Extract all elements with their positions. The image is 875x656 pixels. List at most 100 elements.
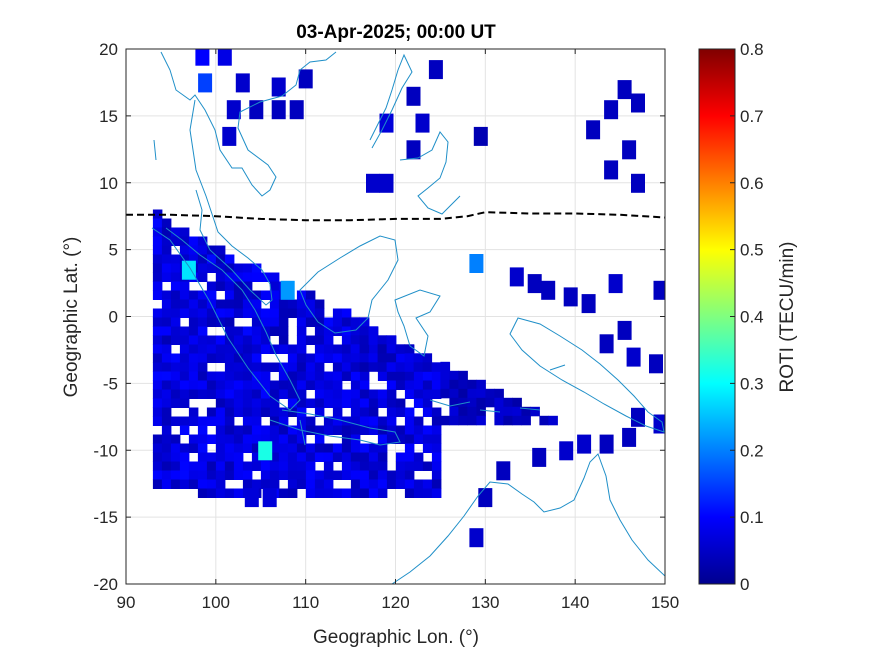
- roti-cell: [233, 299, 244, 309]
- roti-cell: [341, 461, 352, 471]
- roti-cell: [278, 389, 289, 399]
- roti-cell: [152, 281, 163, 291]
- x-tick-label: 90: [117, 593, 136, 612]
- x-tick-label: 140: [561, 593, 589, 612]
- roti-cell: [287, 308, 298, 318]
- roti-cell: [359, 335, 370, 345]
- roti-cell: [473, 126, 488, 146]
- y-tick-label: 15: [99, 107, 118, 126]
- roti-cell: [233, 353, 244, 363]
- roti-cell: [197, 344, 208, 354]
- roti-cell: [332, 470, 343, 480]
- roti-cell: [496, 461, 511, 481]
- roti-cell: [323, 335, 334, 345]
- roti-cell: [440, 379, 450, 390]
- roti-cell: [269, 470, 280, 480]
- roti-cell: [251, 290, 262, 300]
- roti-cell: [161, 416, 172, 426]
- roti-cell: [332, 389, 343, 399]
- roti-cell: [233, 389, 244, 399]
- roti-cell: [215, 443, 226, 453]
- roti-cell: [152, 416, 163, 426]
- roti-cell: [341, 389, 352, 399]
- roti-cell: [179, 398, 190, 408]
- roti-cell: [305, 452, 316, 462]
- roti-cell: [152, 407, 163, 417]
- roti-cell: [152, 443, 163, 453]
- x-tick-label: 150: [651, 593, 679, 612]
- roti-cell: [350, 353, 361, 363]
- roti-cell: [242, 326, 253, 336]
- roti-cell: [206, 389, 217, 399]
- roti-cell: [251, 389, 262, 399]
- roti-cell: [161, 353, 172, 363]
- roti-cell: [359, 416, 370, 426]
- roti-cell: [161, 317, 172, 327]
- roti-cell: [215, 434, 226, 444]
- roti-cell: [206, 281, 217, 291]
- roti-cell: [449, 397, 459, 408]
- roti-cell: [197, 245, 208, 255]
- roti-cell: [368, 389, 379, 399]
- roti-cell: [269, 461, 280, 471]
- roti-cell: [260, 380, 271, 390]
- roti-cell: [332, 443, 343, 453]
- roti-cell: [599, 334, 614, 354]
- roti-cell: [413, 425, 424, 435]
- roti-cell: [332, 353, 343, 363]
- roti-cell: [206, 434, 217, 444]
- roti-cell: [287, 470, 298, 480]
- roti-cell: [242, 380, 253, 390]
- roti-cell: [350, 425, 361, 435]
- roti-cell: [494, 388, 504, 399]
- roti-cell: [395, 344, 406, 354]
- roti-cell: [296, 308, 307, 318]
- y-tick-label: -20: [93, 575, 118, 594]
- roti-cell: [586, 120, 601, 140]
- roti-cell: [287, 488, 298, 498]
- roti-cell: [170, 254, 181, 264]
- roti-cell: [341, 470, 352, 480]
- roti-cell: [233, 290, 244, 300]
- roti-cell: [622, 427, 637, 447]
- roti-cell: [161, 272, 172, 282]
- roti-cell: [269, 452, 280, 462]
- roti-cell: [422, 407, 433, 417]
- roti-cell: [368, 362, 379, 372]
- roti-cell: [296, 371, 307, 381]
- roti-cell: [287, 443, 298, 453]
- roti-cell: [188, 353, 199, 363]
- roti-cell: [181, 260, 196, 280]
- roti-cell: [224, 398, 235, 408]
- roti-cell: [287, 398, 298, 408]
- roti-cell: [215, 470, 226, 480]
- roti-cell: [350, 326, 361, 336]
- roti-cell: [359, 470, 370, 480]
- roti-cell: [377, 389, 388, 399]
- roti-cell: [377, 344, 388, 354]
- roti-cell: [179, 245, 190, 255]
- roti-cell: [195, 49, 210, 66]
- roti-cell: [559, 441, 574, 461]
- roti-cell: [260, 398, 271, 408]
- roti-cell: [305, 308, 316, 318]
- roti-cell: [350, 470, 361, 480]
- chart-title: 03-Apr-2025; 00:00 UT: [296, 22, 496, 43]
- roti-cell: [170, 326, 181, 336]
- roti-cell: [458, 388, 468, 399]
- roti-cell: [314, 479, 325, 489]
- roti-cell: [386, 398, 397, 408]
- roti-cell: [224, 488, 235, 498]
- roti-cell: [431, 425, 442, 435]
- roti-cell: [215, 371, 226, 381]
- roti-cell: [332, 371, 343, 381]
- roti-cell: [386, 371, 397, 381]
- roti-cell: [170, 290, 181, 300]
- roti-cell: [341, 443, 352, 453]
- roti-cell: [314, 362, 325, 372]
- roti-cell: [161, 443, 172, 453]
- roti-cell: [161, 380, 172, 390]
- roti-cell: [467, 406, 477, 417]
- roti-cell: [224, 380, 235, 390]
- roti-cell: [521, 406, 531, 417]
